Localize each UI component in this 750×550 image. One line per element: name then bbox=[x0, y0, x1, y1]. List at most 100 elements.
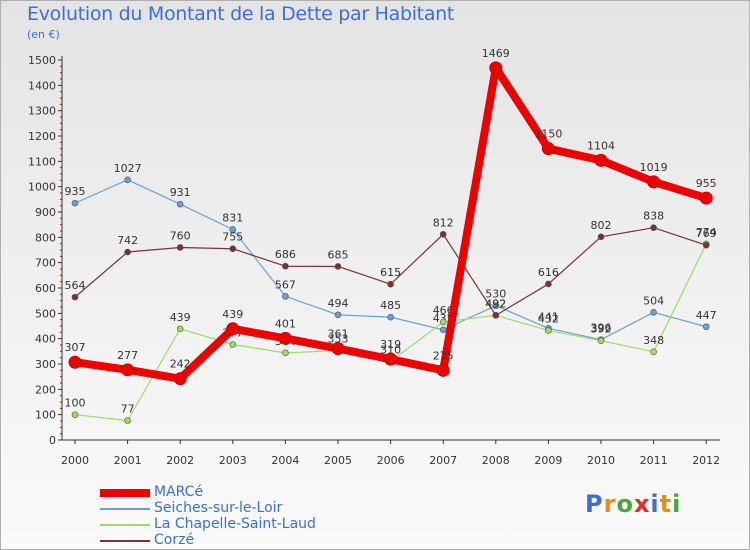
data-label: 439 bbox=[222, 308, 243, 321]
data-point bbox=[597, 337, 605, 344]
data-point bbox=[124, 176, 131, 184]
x-tick-label: 2003 bbox=[219, 454, 247, 467]
data-point bbox=[229, 226, 237, 233]
data-label: 802 bbox=[591, 219, 612, 232]
data-label: 831 bbox=[222, 211, 243, 224]
data-point bbox=[68, 355, 82, 369]
legend-label: MARCé bbox=[154, 484, 204, 500]
x-tick-label: 2001 bbox=[114, 454, 142, 467]
data-point bbox=[278, 331, 292, 345]
legend-swatch bbox=[100, 540, 150, 542]
data-point bbox=[387, 313, 394, 321]
y-tick-label: 100 bbox=[35, 409, 56, 422]
data-label: 466 bbox=[433, 304, 454, 317]
logo-letter: P bbox=[585, 490, 604, 518]
data-point bbox=[489, 61, 503, 75]
data-point bbox=[173, 372, 187, 386]
x-tick-label: 2009 bbox=[534, 454, 562, 467]
x-tick-label: 2004 bbox=[271, 454, 299, 467]
chart-title: Evolution du Montant de la Dette par Hab… bbox=[27, 3, 455, 25]
y-tick-label: 1200 bbox=[28, 130, 56, 143]
data-label: 616 bbox=[538, 266, 559, 279]
data-point bbox=[702, 241, 710, 249]
data-point bbox=[334, 263, 342, 270]
logo-letter: o bbox=[616, 490, 634, 518]
data-label: 447 bbox=[696, 309, 717, 322]
data-point bbox=[229, 341, 237, 348]
y-tick-label: 1300 bbox=[28, 105, 56, 118]
data-point bbox=[650, 309, 657, 316]
data-label: 494 bbox=[328, 297, 349, 310]
y-tick-label: 1000 bbox=[28, 181, 56, 194]
data-label: 755 bbox=[222, 231, 243, 244]
data-label: 567 bbox=[275, 278, 296, 291]
data-point bbox=[702, 323, 710, 331]
legend-label: Corzé bbox=[154, 532, 195, 548]
data-point bbox=[387, 280, 394, 288]
data-label: 319 bbox=[380, 338, 401, 351]
data-label: 615 bbox=[380, 266, 401, 279]
data-label: 760 bbox=[170, 229, 191, 242]
y-tick-label: 1100 bbox=[28, 155, 56, 168]
data-point bbox=[492, 312, 500, 319]
data-label: 686 bbox=[275, 248, 296, 261]
data-label: 485 bbox=[380, 299, 401, 312]
y-tick-label: 500 bbox=[35, 307, 56, 320]
chart-subtitle: (en €) bbox=[27, 28, 60, 41]
data-label: 931 bbox=[170, 186, 191, 199]
data-point bbox=[176, 244, 184, 251]
logo-letter: i bbox=[672, 490, 682, 518]
y-tick-label: 1500 bbox=[28, 54, 56, 67]
data-label: 812 bbox=[433, 216, 454, 229]
proxiti-logo: Proxiti bbox=[585, 490, 681, 518]
legend-label: Seiches-sur-le-Loir bbox=[154, 500, 283, 516]
data-label: 396 bbox=[591, 322, 612, 335]
data-label: 504 bbox=[643, 294, 664, 307]
data-point bbox=[541, 142, 555, 156]
logo-letter: i bbox=[650, 490, 660, 518]
x-tick-label: 2006 bbox=[377, 454, 405, 467]
data-point bbox=[334, 311, 342, 319]
data-point bbox=[229, 245, 237, 253]
logo-letter: r bbox=[603, 490, 617, 518]
x-tick-label: 2008 bbox=[482, 454, 510, 467]
data-label: 685 bbox=[328, 248, 349, 261]
data-point bbox=[121, 363, 135, 377]
data-point bbox=[439, 318, 447, 326]
logo-letter: x bbox=[633, 490, 651, 518]
data-label: 392 bbox=[591, 323, 612, 336]
data-label: 100 bbox=[65, 397, 86, 410]
data-label: 432 bbox=[538, 313, 559, 326]
legend-swatch bbox=[100, 489, 150, 497]
x-tick-label: 2007 bbox=[429, 454, 457, 467]
data-label: 1027 bbox=[114, 162, 142, 175]
data-label: 275 bbox=[433, 349, 454, 362]
y-tick-label: 200 bbox=[35, 383, 56, 396]
x-tick-label: 2000 bbox=[61, 454, 89, 467]
x-tick-label: 2002 bbox=[166, 454, 194, 467]
data-point bbox=[699, 191, 713, 205]
data-point bbox=[545, 327, 552, 334]
data-label: 838 bbox=[643, 210, 664, 223]
data-point bbox=[597, 233, 605, 241]
data-label: 1019 bbox=[640, 161, 668, 174]
data-point bbox=[331, 342, 345, 356]
y-tick-label: 0 bbox=[49, 434, 56, 447]
data-point bbox=[492, 302, 500, 310]
data-label: 310 bbox=[380, 343, 401, 356]
data-label: 77 bbox=[121, 402, 135, 415]
data-point bbox=[226, 322, 240, 336]
data-point bbox=[176, 200, 184, 208]
logo-letter: t bbox=[659, 490, 673, 518]
data-point bbox=[282, 349, 289, 357]
data-point bbox=[282, 262, 289, 270]
legend-label: La Chapelle-Saint-Laud bbox=[154, 516, 316, 532]
data-point bbox=[176, 325, 184, 333]
data-point bbox=[384, 352, 398, 366]
x-tick-label: 2005 bbox=[324, 454, 352, 467]
data-label: 935 bbox=[65, 185, 86, 198]
data-point bbox=[124, 248, 131, 256]
data-label: 439 bbox=[170, 311, 191, 324]
